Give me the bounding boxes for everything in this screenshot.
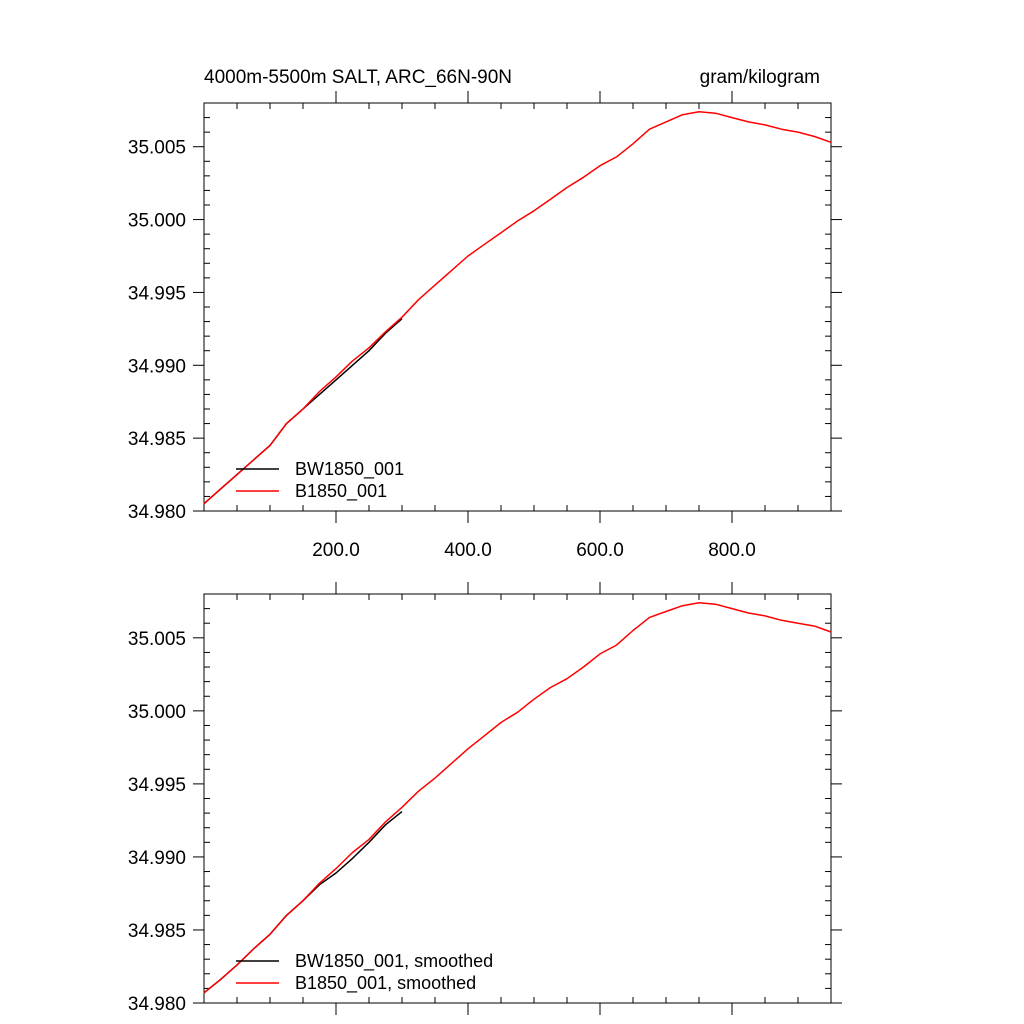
chart-title-left: 4000m-5500m SALT, ARC_66N-90N bbox=[204, 67, 512, 88]
y-tick-label-2: 34.990 bbox=[128, 356, 186, 377]
x-tick-label-3: 800.0 bbox=[708, 540, 756, 561]
legend-label-1: B1850_001 bbox=[295, 481, 387, 502]
x-tick-label-1: 400.0 bbox=[444, 540, 492, 561]
y-tick-label-1: 34.985 bbox=[128, 921, 186, 942]
y-tick-label-2: 34.990 bbox=[128, 848, 186, 869]
legend-label-1: B1850_001, smoothed bbox=[295, 973, 476, 994]
legend-label-0: BW1850_001, smoothed bbox=[295, 951, 493, 972]
y-tick-label-3: 34.995 bbox=[128, 775, 186, 796]
top-chart-panel: 4000m-5500m SALT, ARC_66N-90N gram/kilog… bbox=[128, 67, 842, 561]
y-tick-label-5: 35.005 bbox=[128, 138, 186, 159]
y-tick-label-0: 34.980 bbox=[128, 994, 186, 1015]
series-group-top bbox=[203, 110, 832, 505]
y-tick-label-5: 35.005 bbox=[128, 629, 186, 650]
y-tick-label-1: 34.985 bbox=[128, 429, 186, 450]
bottom-chart-panel: 34.980 34.985 34.990 34.995 35.000 35.005 BW1… bbox=[128, 582, 842, 1015]
y-tick-label-3: 34.995 bbox=[128, 283, 186, 304]
tick-labels-top: 34.980 34.985 34.990 34.995 35.000 35.005 200.… bbox=[128, 138, 756, 561]
series-line-1 bbox=[203, 110, 832, 505]
series-line-1 bbox=[203, 602, 832, 994]
x-tick-label-2: 600.0 bbox=[576, 540, 624, 561]
y-tick-label-4: 35.000 bbox=[128, 211, 186, 232]
x-tick-label-0: 200.0 bbox=[312, 540, 360, 561]
tick-group-bottom bbox=[193, 582, 842, 1015]
legend-label-0: BW1850_001 bbox=[295, 459, 404, 480]
plot-frame-bottom bbox=[203, 593, 832, 1004]
chart-title-right: gram/kilogram bbox=[700, 67, 820, 88]
y-tick-label-0: 34.980 bbox=[128, 502, 186, 523]
plot-frame-top bbox=[203, 102, 832, 512]
series-group-bottom bbox=[203, 602, 832, 994]
y-tick-label-4: 35.000 bbox=[128, 702, 186, 723]
tick-labels-bottom: 34.980 34.985 34.990 34.995 35.000 35.005 bbox=[128, 629, 186, 1015]
tick-group-top bbox=[193, 91, 842, 523]
